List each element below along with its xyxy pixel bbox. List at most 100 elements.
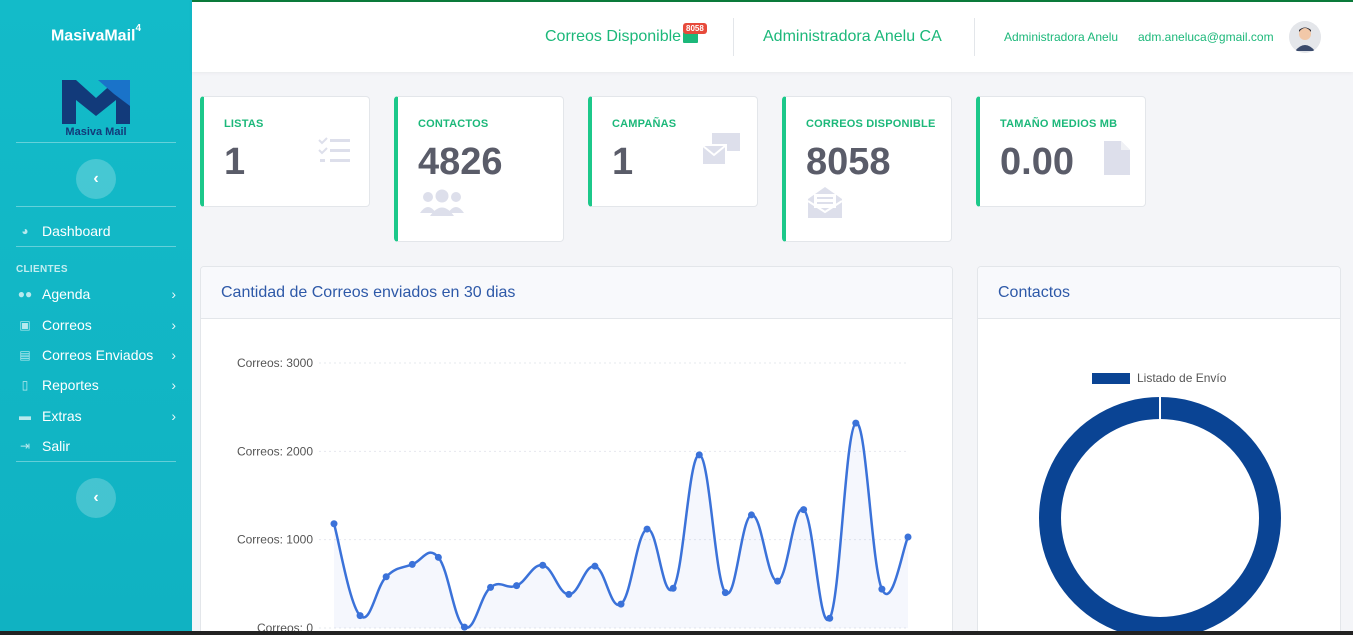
card-value: 1 <box>224 141 246 183</box>
sidebar-toggle-button[interactable]: ‹ <box>76 159 116 199</box>
chevron-right-icon: › <box>171 377 176 393</box>
sidebar-item-salir[interactable]: ⇥ Salir <box>16 435 176 457</box>
chevron-left-icon: ‹ <box>93 489 99 506</box>
legend-label: Listado de Envío <box>1137 371 1227 385</box>
envelope-open-icon <box>808 187 842 218</box>
sidebar-item-label: Dashboard <box>42 223 111 239</box>
sign-out-icon: ⇥ <box>19 439 31 453</box>
data-point[interactable] <box>565 590 573 598</box>
sidebar-item-label: Agenda <box>42 286 91 302</box>
data-point[interactable] <box>904 533 912 541</box>
sidebar-toggle-button[interactable]: ‹ <box>76 478 116 518</box>
data-point[interactable] <box>669 584 677 592</box>
sidebar-item-agenda[interactable]: ●● Agenda › <box>16 283 176 305</box>
data-point[interactable] <box>695 451 703 459</box>
data-point[interactable] <box>382 573 390 581</box>
archive-icon: ▤ <box>19 348 31 362</box>
legend-swatch <box>1092 372 1130 384</box>
series-area <box>334 422 908 628</box>
logo-text: Masiva Mail <box>65 126 127 138</box>
card-value: 1 <box>612 141 634 183</box>
card-value: 0.00 <box>1000 141 1074 183</box>
data-point[interactable] <box>643 525 651 533</box>
sidebar-item-reportes[interactable]: ▯ Reportes › <box>16 374 176 396</box>
sidebar-item-extras[interactable]: ▬ Extras › <box>16 405 176 427</box>
section-label-clientes: CLIENTES <box>16 264 68 275</box>
sidebar-divider <box>16 461 176 462</box>
stat-card-tamano-medios: TAMAÑO MEDIOS MB 0.00 <box>976 96 1146 207</box>
chevron-right-icon: › <box>171 286 176 302</box>
sidebar-divider <box>16 206 176 207</box>
data-point[interactable] <box>800 506 808 514</box>
users-icon <box>420 189 464 216</box>
users-icon: ●● <box>17 287 33 301</box>
card-value: 4826 <box>418 141 503 183</box>
stat-card-campanas: CAMPAÑAS 1 <box>588 96 758 207</box>
data-point[interactable] <box>852 419 860 427</box>
data-point[interactable] <box>878 585 886 593</box>
card-label: LISTAS <box>224 118 264 130</box>
line-chart-panel: Cantidad de Correos enviados en 30 dias … <box>200 266 953 635</box>
topbar-divider <box>733 18 734 56</box>
data-point[interactable] <box>330 520 338 528</box>
user-avatar[interactable] <box>1289 21 1321 53</box>
gauge-icon: ◕ <box>21 224 29 238</box>
card-label: CORREOS DISPONIBLE <box>806 118 936 130</box>
file-icon <box>1104 141 1130 175</box>
data-point[interactable] <box>747 511 755 519</box>
correos-disponible-link[interactable]: Correos Disponible <box>545 2 699 72</box>
data-point[interactable] <box>539 561 547 569</box>
sidebar-item-correos[interactable]: ▣ Correos › <box>16 314 176 336</box>
card-label: CONTACTOS <box>418 118 489 130</box>
sidebar-item-label: Correos Enviados <box>42 347 154 363</box>
masiva-mail-logo <box>62 80 130 124</box>
data-point[interactable] <box>826 614 834 622</box>
chart-legend[interactable]: Listado de Envío <box>1092 371 1226 385</box>
data-point[interactable] <box>774 577 782 585</box>
data-point[interactable] <box>617 600 625 608</box>
data-point[interactable] <box>356 612 364 620</box>
donut-chart[interactable] <box>978 319 1341 635</box>
donut-chart-panel: Contactos Listado de Envío <box>977 266 1341 635</box>
sidebar-item-label: Extras <box>42 408 82 424</box>
report-icon: ▯ <box>21 378 29 392</box>
data-point[interactable] <box>460 623 468 631</box>
sidebar-item-dashboard[interactable]: ◕ Dashboard <box>16 220 176 242</box>
sidebar: MasivaMail4 Masiva Mail ‹ ◕ Dashboard CL… <box>0 0 192 635</box>
user-email[interactable]: adm.aneluca@gmail.com <box>1138 30 1274 44</box>
card-label: CAMPAÑAS <box>612 118 677 130</box>
sidebar-item-label: Correos <box>42 317 92 333</box>
chevron-right-icon: › <box>171 317 176 333</box>
data-point[interactable] <box>721 589 729 597</box>
data-point[interactable] <box>434 553 442 561</box>
stat-card-contactos: CONTACTOS 4826 <box>394 96 564 242</box>
list-check-icon <box>318 137 350 162</box>
avatar-icon <box>1289 21 1321 53</box>
mail-bulk-icon <box>702 133 740 166</box>
company-name[interactable]: Administradora Anelu CA <box>763 28 942 45</box>
chevron-right-icon: › <box>171 408 176 424</box>
data-point[interactable] <box>487 583 495 591</box>
taskbar-strip <box>0 631 1353 635</box>
sidebar-divider <box>16 246 176 247</box>
y-tick-label: Correos: 2000 <box>237 444 313 458</box>
data-point[interactable] <box>408 560 416 568</box>
correos-disponible-label: Correos Disponible <box>545 28 682 45</box>
correos-badge: 8058 <box>683 23 707 34</box>
topbar-divider <box>974 18 975 56</box>
topbar: Correos Disponible 8058 Administradora A… <box>192 0 1353 72</box>
user-name[interactable]: Administradora Anelu <box>1004 30 1119 44</box>
brand-title[interactable]: MasivaMail4 <box>50 23 142 45</box>
sidebar-item-label: Reportes <box>42 377 99 393</box>
y-tick-label: Correos: 1000 <box>237 533 313 547</box>
data-point[interactable] <box>513 582 521 590</box>
sidebar-item-label: Salir <box>42 438 71 454</box>
panel-title: Cantidad de Correos enviados en 30 dias <box>201 267 952 319</box>
mail-bulk-icon: ▣ <box>19 318 31 332</box>
pie-slice[interactable] <box>1039 397 1281 635</box>
data-point[interactable] <box>591 562 599 570</box>
sidebar-item-correos-enviados[interactable]: ▤ Correos Enviados › <box>16 344 176 366</box>
sidebar-divider <box>16 142 176 143</box>
panel-title: Contactos <box>978 267 1340 319</box>
